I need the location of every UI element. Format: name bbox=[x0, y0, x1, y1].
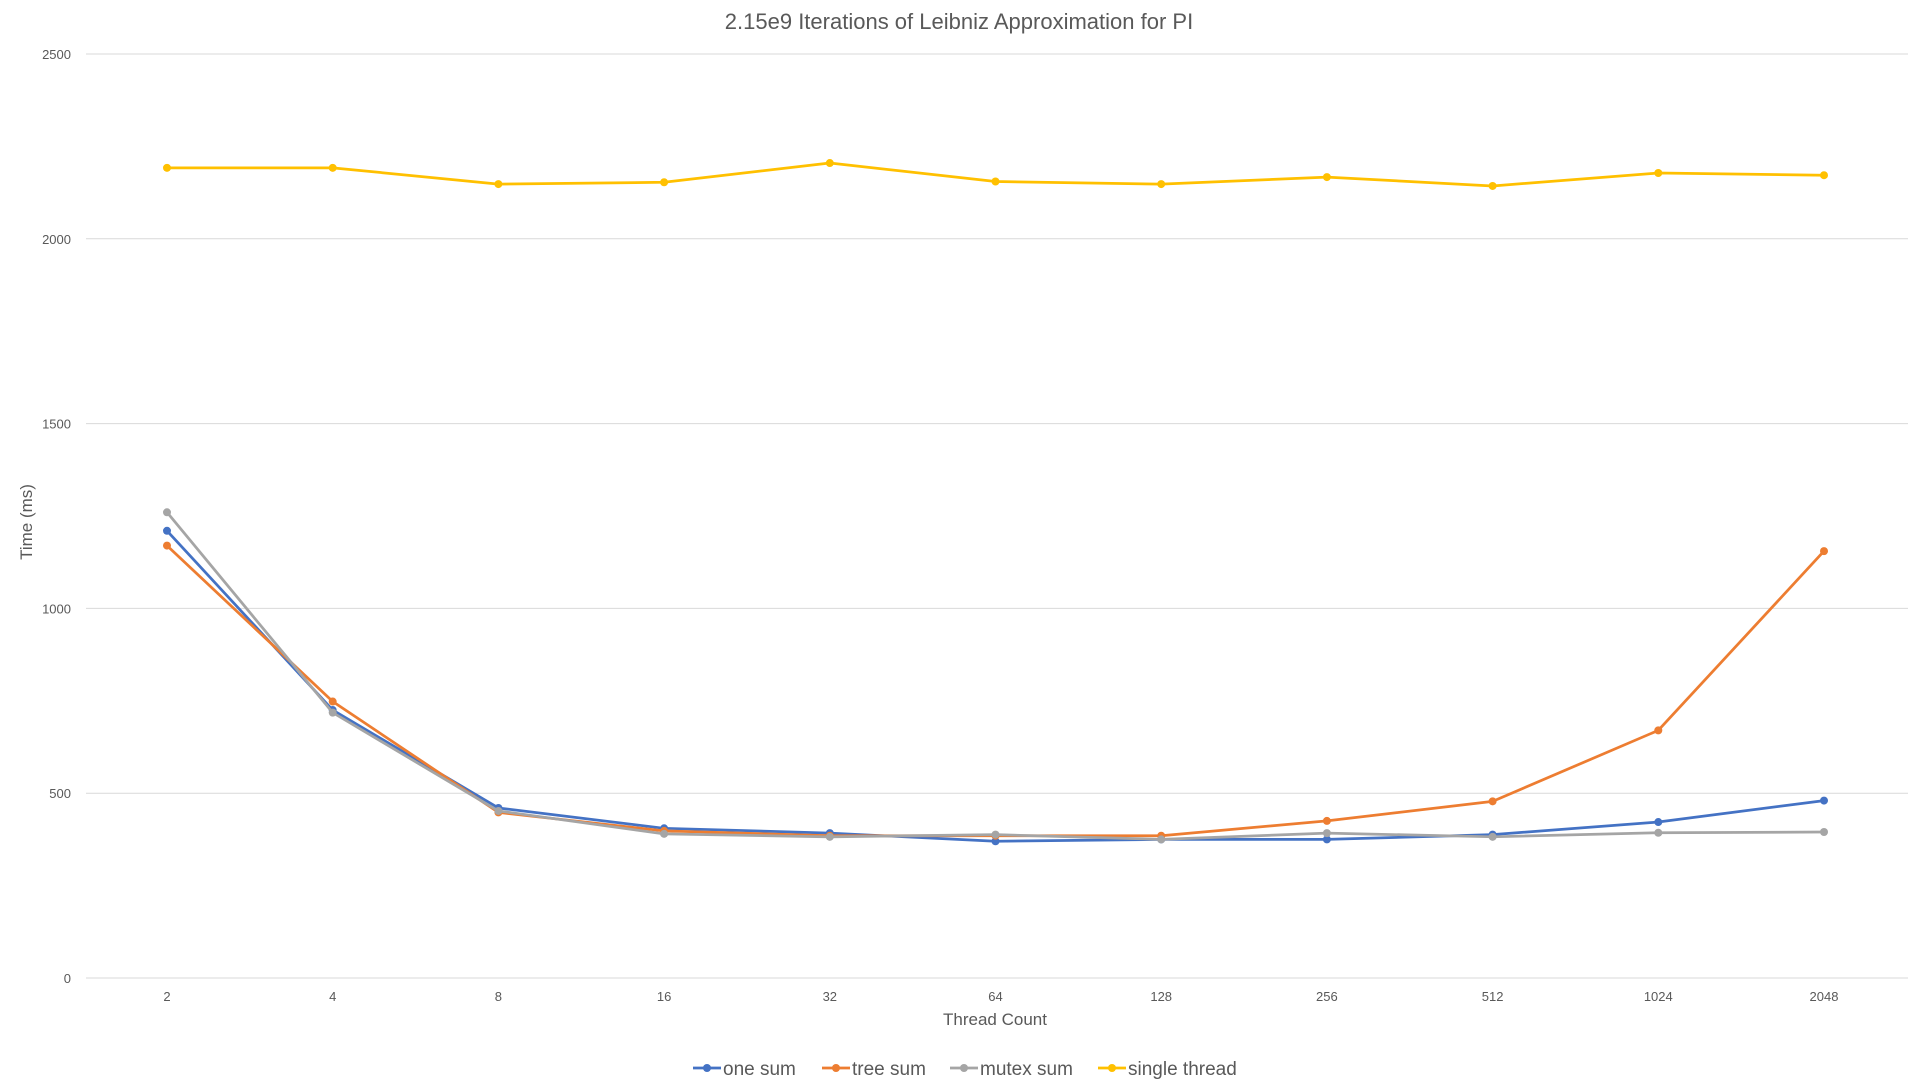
y-tick-label: 500 bbox=[49, 786, 71, 801]
x-tick-label: 256 bbox=[1316, 989, 1338, 1004]
legend-swatch-marker bbox=[703, 1064, 711, 1072]
x-tick-label: 2 bbox=[163, 989, 170, 1004]
x-tick-label: 2048 bbox=[1810, 989, 1839, 1004]
legend-swatch-marker bbox=[832, 1064, 840, 1072]
data-point bbox=[1488, 797, 1497, 806]
data-point bbox=[1654, 818, 1663, 827]
data-point bbox=[1654, 828, 1663, 837]
legend-swatch-marker bbox=[960, 1064, 968, 1072]
gridlines bbox=[86, 53, 1908, 979]
data-point bbox=[1157, 180, 1166, 189]
x-tick-label: 16 bbox=[657, 989, 671, 1004]
legend-label: mutex sum bbox=[980, 1059, 1073, 1080]
data-point bbox=[1322, 173, 1331, 182]
series-line bbox=[165, 544, 1826, 838]
data-point bbox=[328, 163, 337, 172]
data-point bbox=[1488, 181, 1497, 190]
data-point bbox=[1322, 816, 1331, 825]
x-tick-label: 4 bbox=[329, 989, 336, 1004]
data-point bbox=[1322, 835, 1331, 844]
data-point bbox=[1820, 828, 1828, 837]
legend-label: single thread bbox=[1128, 1059, 1237, 1080]
data-point bbox=[163, 541, 171, 550]
data-point bbox=[163, 508, 171, 517]
series-mutex-sum bbox=[163, 508, 1828, 844]
series-lines bbox=[163, 159, 1828, 846]
data-point bbox=[1820, 796, 1828, 805]
x-tick-label: 64 bbox=[988, 989, 1002, 1004]
data-point bbox=[328, 697, 337, 706]
y-tick-label: 2000 bbox=[42, 232, 71, 247]
data-point bbox=[1820, 171, 1828, 180]
x-tick-label: 128 bbox=[1150, 989, 1172, 1004]
data-point bbox=[1654, 726, 1663, 735]
series-line bbox=[165, 510, 1826, 841]
y-axis-ticks: 0 500 1000 1500 2000 2500 bbox=[42, 47, 71, 986]
legend: one sum tree sum mutex sum single thread bbox=[693, 1059, 1237, 1080]
data-point bbox=[660, 178, 669, 187]
data-point bbox=[1157, 835, 1166, 844]
y-tick-label: 1500 bbox=[42, 417, 71, 432]
data-point bbox=[825, 832, 834, 841]
legend-label: tree sum bbox=[852, 1059, 926, 1080]
data-point bbox=[991, 177, 1000, 186]
x-tick-label: 512 bbox=[1482, 989, 1504, 1004]
legend-label: one sum bbox=[723, 1059, 796, 1080]
x-tick-label: 32 bbox=[823, 989, 837, 1004]
chart-title: 2.15e9 Iterations of Leibniz Approximati… bbox=[725, 9, 1193, 34]
x-tick-label: 8 bbox=[495, 989, 502, 1004]
data-point bbox=[825, 159, 834, 168]
data-point bbox=[660, 829, 669, 838]
series-tree-sum bbox=[163, 541, 1828, 840]
legend-item: tree sum bbox=[822, 1059, 926, 1080]
y-tick-label: 0 bbox=[64, 971, 71, 986]
data-point bbox=[1820, 547, 1828, 556]
data-point bbox=[163, 526, 171, 535]
data-point bbox=[1654, 169, 1663, 178]
data-point bbox=[991, 830, 1000, 839]
legend-swatch-marker bbox=[1108, 1064, 1116, 1072]
series-single-thread bbox=[163, 159, 1828, 190]
data-point bbox=[1322, 829, 1331, 838]
y-tick-label: 1000 bbox=[42, 601, 71, 616]
data-point bbox=[494, 180, 503, 189]
data-point bbox=[991, 837, 1000, 846]
series-one-sum bbox=[163, 526, 1828, 846]
x-tick-label: 1024 bbox=[1644, 989, 1673, 1004]
data-point bbox=[494, 806, 503, 815]
legend-item: single thread bbox=[1098, 1059, 1237, 1080]
y-axis-label: Time (ms) bbox=[17, 484, 36, 560]
x-axis-ticks: 2 4 8 16 32 64 128 256 512 1024 2048 bbox=[163, 989, 1838, 1004]
x-axis-label: Thread Count bbox=[943, 1010, 1047, 1029]
series-line bbox=[165, 529, 1826, 843]
y-tick-label: 2500 bbox=[42, 47, 71, 62]
data-point bbox=[1488, 832, 1497, 841]
legend-item: mutex sum bbox=[950, 1059, 1073, 1080]
data-point bbox=[163, 163, 171, 172]
legend-item: one sum bbox=[693, 1059, 796, 1080]
data-point bbox=[328, 708, 337, 717]
